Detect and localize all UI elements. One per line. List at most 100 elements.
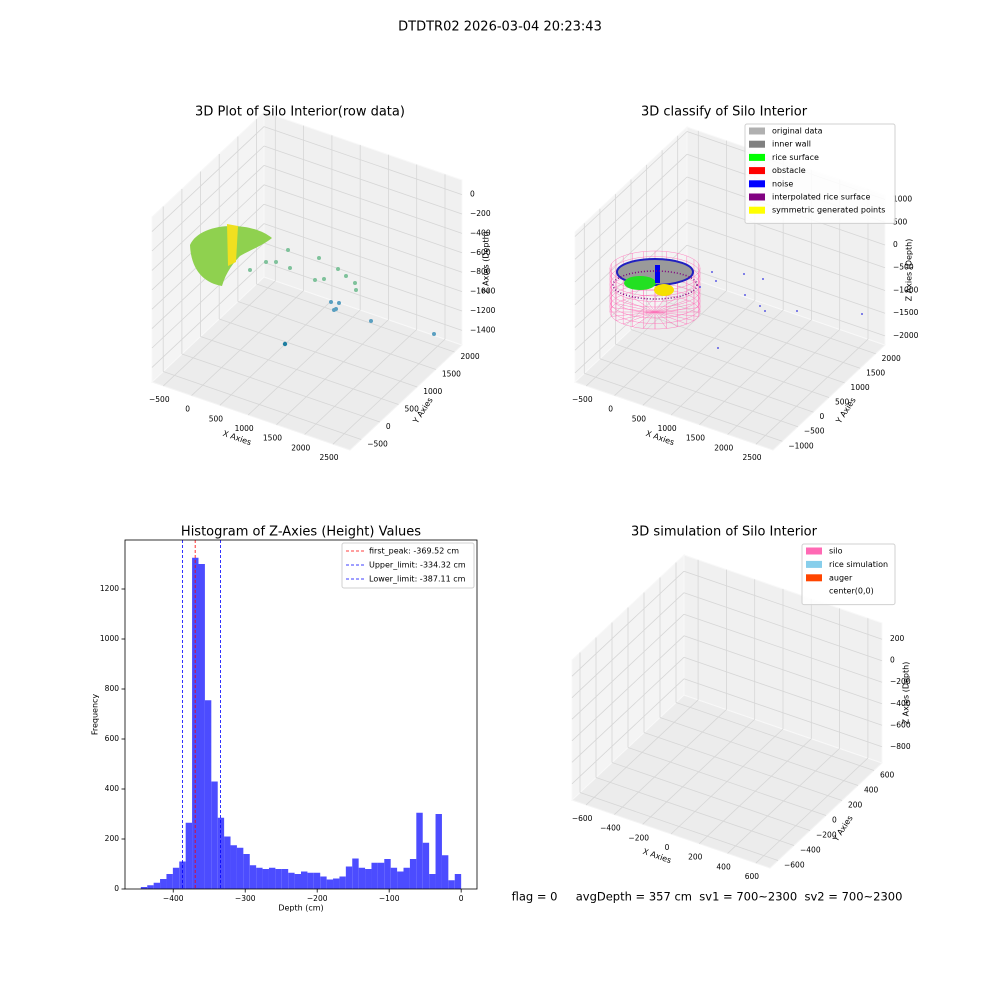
legend-swatch — [749, 180, 765, 188]
legend-label: rice simulation — [829, 560, 888, 569]
grid-line — [675, 562, 875, 771]
grid-line — [247, 145, 361, 416]
point-cloud-highlight — [227, 224, 238, 266]
rice-surface — [624, 276, 656, 290]
wire-spoke — [654, 311, 695, 321]
y-tick-label: 1000 — [423, 387, 442, 396]
x-tick-label: −400 — [163, 894, 184, 903]
histogram-bar — [320, 876, 327, 889]
legend-label: noise — [772, 179, 793, 188]
histogram-bar — [217, 817, 225, 889]
histogram-bar — [140, 887, 148, 889]
legend-swatch — [806, 587, 822, 595]
y-tick-label: 1000 — [851, 383, 870, 392]
z-tick-label: 500 — [893, 217, 908, 226]
legend-swatch — [749, 153, 765, 161]
x-tick-label: 0 — [185, 405, 190, 414]
histogram-bar — [377, 862, 385, 889]
histogram-bar — [339, 876, 346, 889]
z-tick-label: −1000 — [470, 287, 496, 296]
legend-swatch — [749, 206, 765, 214]
z-tick-label: 0 — [890, 656, 895, 665]
grid-line — [219, 135, 333, 406]
x-tick-label: 500 — [209, 414, 224, 423]
legend-label: auger — [829, 573, 853, 582]
histogram-bar — [249, 865, 257, 889]
wire-spoke — [615, 303, 656, 313]
grid-line — [151, 262, 463, 368]
histogram-bar — [153, 882, 161, 889]
y-tick-label: 1200 — [100, 584, 119, 593]
histogram-bar — [281, 869, 289, 889]
grid-line — [191, 125, 304, 396]
histogram-bar — [390, 867, 398, 889]
y-tick-label: 600 — [880, 771, 895, 780]
x-tick-label: −400 — [600, 824, 621, 833]
y-tick-label: 600 — [105, 734, 120, 743]
x-tick-label: 400 — [716, 862, 731, 871]
histogram-bar — [384, 859, 391, 889]
histogram-bar — [441, 855, 449, 889]
z-tick-label: 0 — [470, 190, 475, 199]
chart-title: 3D Plot of Silo Interior(row data) — [195, 105, 405, 120]
wire-spoke — [632, 311, 656, 327]
histogram-bar — [326, 879, 334, 889]
wire-spoke — [654, 303, 695, 313]
z-tick-label: −600 — [890, 720, 911, 729]
wire-spoke — [632, 297, 656, 313]
legend-label: center(0,0) — [829, 587, 874, 596]
x-tick-label: −600 — [572, 814, 593, 823]
z-tick-label: −500 — [893, 263, 914, 272]
grid-line — [571, 656, 883, 763]
histogram-bar — [371, 862, 378, 889]
histogram-bar — [230, 845, 237, 889]
z-tick-label: −200 — [470, 209, 491, 218]
x-tick-label: −100 — [379, 894, 400, 903]
wire-spoke — [611, 311, 656, 317]
wire-spoke — [654, 311, 699, 317]
histogram-bar — [345, 866, 353, 889]
legend-box — [801, 543, 896, 606]
y-tick-label: 0 — [114, 884, 119, 893]
wire-spoke — [623, 311, 656, 325]
y-tick-label: −600 — [784, 861, 805, 870]
histogram-bar — [192, 557, 199, 889]
back-pane — [263, 111, 463, 346]
noise — [655, 265, 660, 283]
z-tick-label: −200 — [890, 677, 911, 686]
y-tick-label: 400 — [105, 784, 120, 793]
grid-line — [627, 607, 827, 816]
y-tick-label: −500 — [804, 427, 825, 436]
wire-spoke — [654, 311, 678, 327]
histogram-bar — [448, 880, 455, 889]
x-tick-label: −200 — [307, 894, 328, 903]
histogram-bar — [397, 871, 404, 889]
legend-label: symmetric generated points — [772, 206, 885, 215]
y-tick-label: 200 — [848, 801, 863, 810]
histogram-bar — [409, 859, 417, 889]
histogram-bar — [358, 867, 366, 889]
y-tick-label: −400 — [800, 846, 821, 855]
histogram-bar — [422, 842, 430, 889]
legend-box — [341, 542, 475, 589]
histogram-bar — [256, 867, 263, 889]
chart-title: Histogram of Z-Axies (Height) Values — [181, 525, 421, 540]
y-tick-label: −1000 — [788, 441, 814, 450]
z-axis-label: Z Axies (Depth) — [902, 662, 911, 725]
x-tick-label: 0 — [459, 894, 464, 903]
grid-line — [151, 242, 463, 349]
y-tick-label: 500 — [405, 405, 420, 414]
z-tick-label: −800 — [470, 267, 491, 276]
chart-title: 3D simulation of Silo Interior — [631, 525, 818, 540]
legend-label: rice surface — [772, 153, 819, 162]
histogram-bar — [403, 867, 410, 889]
grid-line — [151, 165, 463, 271]
x-tick-label: 0 — [608, 405, 613, 414]
histogram-bar — [236, 847, 244, 889]
histogram-bar — [224, 836, 231, 889]
legend-label: obstacle — [772, 166, 806, 175]
x-tick-label: 600 — [745, 872, 760, 881]
x-tick-label: 2000 — [714, 443, 733, 452]
wire-spoke — [654, 311, 667, 329]
y-tick-label: 1500 — [866, 368, 885, 377]
